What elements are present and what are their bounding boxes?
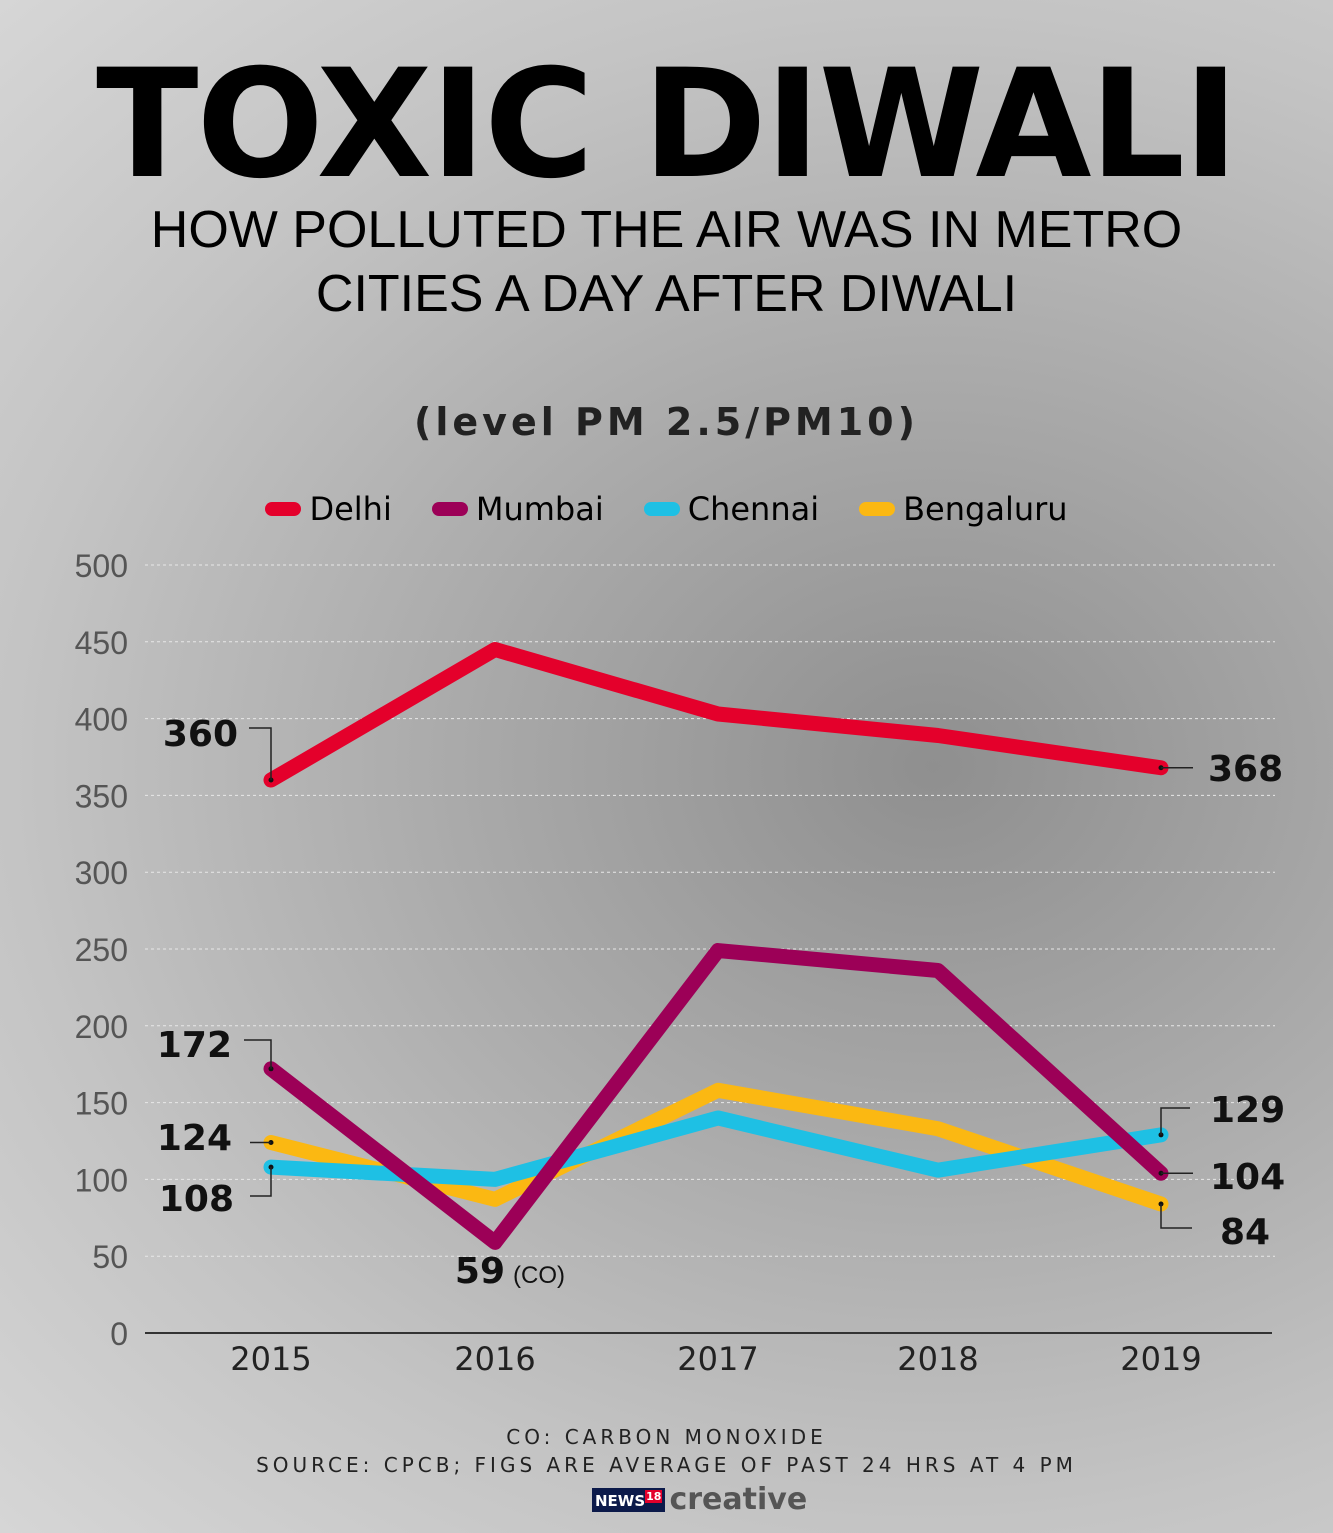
x-tick-label: 2015 [230,1340,311,1378]
y-tick-label: 250 [75,932,128,968]
legend-item-chennai: Chennai [643,490,820,528]
legend-label: Mumbai [475,490,604,528]
logo-news: NEWS18 [592,1487,666,1512]
data-label: 368 [1208,749,1283,790]
legend-swatch [859,502,896,516]
x-tick-label: 2016 [454,1340,535,1378]
y-tick-label: 50 [92,1239,128,1275]
y-tick-label: 150 [75,1086,128,1122]
chart-title: (level PM 2.5/PM10) [414,400,919,444]
legend-item-bengaluru: Bengaluru [859,490,1068,528]
leader-line [1160,1203,1192,1229]
data-label: 59 [455,1251,505,1292]
legend-label: Bengaluru [903,490,1068,528]
x-tick-label: 2019 [1120,1340,1201,1378]
y-tick-label: 300 [75,855,128,891]
legend-swatch [431,502,468,516]
series-line-delhi [263,641,1169,788]
series-line-bengaluru [263,1082,1169,1212]
footnote: CO: CARBON MONOXIDE [506,1425,827,1449]
leader-line [244,1039,272,1069]
leader-line [250,1167,272,1197]
legend-swatch [643,502,680,516]
data-label: 84 [1220,1212,1270,1253]
page-title: TOXIC DIWALI [96,38,1239,212]
data-label: 172 [157,1025,232,1066]
data-label: 360 [163,714,238,755]
legend: Delhi Mumbai Chennai Bengaluru [0,490,1333,528]
y-tick-label: 450 [75,625,128,661]
leader-line [1160,1107,1190,1135]
legend-item-delhi: Delhi [265,490,392,528]
data-label: 129 [1210,1090,1285,1131]
legend-label: Chennai [687,490,820,528]
y-tick-label: 400 [75,702,128,738]
y-tick-label: 200 [75,1009,128,1045]
data-label-note: (CO) [513,1262,565,1289]
legend-item-mumbai: Mumbai [431,490,604,528]
x-tick-label: 2017 [677,1340,758,1378]
leader-line [249,727,272,781]
x-tick-label: 2018 [897,1340,978,1378]
news18-creative-logo: NEWS18 creative [592,1482,807,1517]
data-label: 104 [1210,1157,1285,1198]
legend-swatch [265,502,302,516]
source-note: SOURCE: CPCB; FIGS ARE AVERAGE OF PAST 2… [256,1453,1077,1477]
y-tick-label: 0 [110,1316,128,1352]
y-tick-label: 100 [75,1162,128,1198]
data-label: 108 [159,1179,234,1220]
data-label: 124 [157,1118,232,1159]
logo-creative: creative [669,1482,808,1517]
y-tick-label: 350 [75,778,128,814]
page-subtitle: HOW POLLUTED THE AIR WAS IN METRO CITIES… [150,201,1183,323]
legend-label: Delhi [309,490,392,528]
series-line-mumbai [263,943,1169,1250]
y-tick-label: 500 [75,548,128,584]
